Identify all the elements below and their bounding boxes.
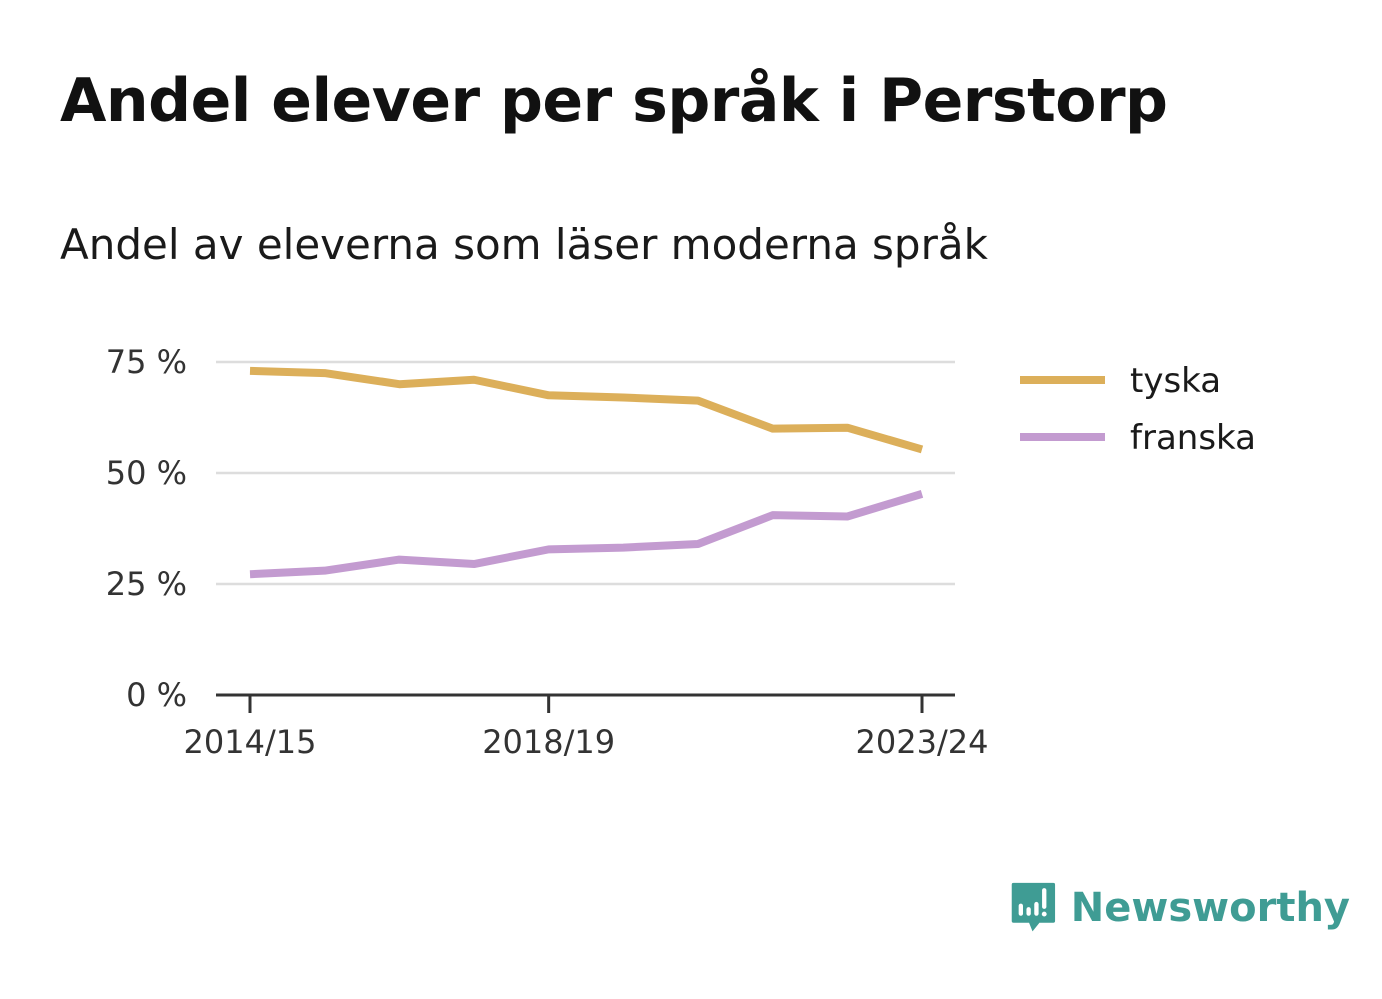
series-line-tyska [249,366,924,454]
brand-logo: Newsworthy [1010,876,1350,940]
y-tick-label: 0 % [126,676,187,714]
legend: tyska franska [1020,361,1256,458]
brand-name: Newsworthy [1070,885,1350,931]
series-lines [249,366,924,579]
x-tick-label: 2023/24 [856,723,989,761]
chart-title: Andel elever per språk i Perstorp [60,66,1168,136]
x-tick-label: 2014/15 [184,723,317,761]
legend-label-franska: franska [1130,418,1256,458]
x-axis: 2014/15 2018/19 2023/24 [184,693,989,761]
y-tick-label: 75 % [106,343,187,381]
newsworthy-logo-icon [1011,882,1056,932]
chart-subtitle: Andel av eleverna som läser moderna språ… [60,220,988,269]
y-axis-tick-labels: 0 % 25 % 50 % 75 % [106,343,187,714]
series-line-franska [249,490,924,579]
legend-label-tyska: tyska [1130,361,1221,401]
gridlines [216,360,955,586]
x-tick-label: 2018/19 [482,723,615,761]
y-tick-label: 25 % [106,565,187,603]
y-tick-label: 50 % [106,454,187,492]
